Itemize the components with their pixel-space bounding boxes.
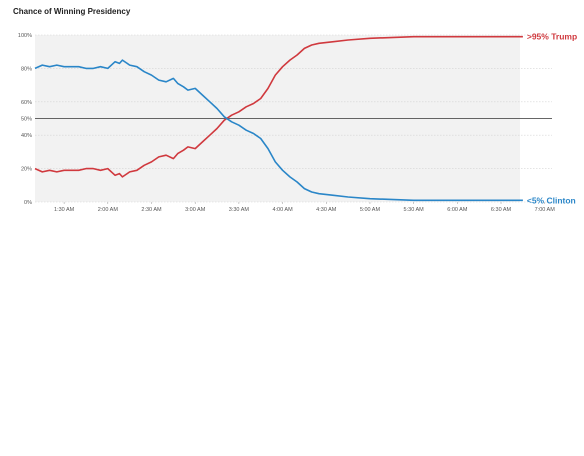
series-layer [34,35,523,202]
x-tick-label: 2:00 AM [98,207,119,213]
y-tick-layer: 100% 80% 60% 50% 40% 20% 0% [18,33,32,206]
y-tick-label: 20% [21,167,32,173]
x-tick-label: 3:30 AM [229,207,250,213]
x-tick-label: 4:30 AM [316,207,337,213]
x-tick-label: 6:00 AM [447,207,468,213]
x-tick-label: 2:30 AM [141,207,162,213]
series-label-layer: >95% Trump <5% Clinton [527,32,577,206]
series-end-label-clinton: <5% Clinton [527,195,576,205]
x-tick-label: 1:30 AM [54,207,75,213]
y-tick-label: 100% [18,33,32,39]
series-end-label-trump: >95% Trump [527,32,577,42]
x-tick-label: 6:30 AM [491,207,512,213]
y-tick-label: 60% [21,100,32,106]
chart-title: Chance of Winning Presidency [13,7,131,16]
x-tick-label: 3:00 AM [185,207,206,213]
x-tick-label: 5:30 AM [404,207,425,213]
y-tick-label: 80% [21,66,32,72]
x-tick-label: 5:00 AM [360,207,381,213]
gridline-layer [35,34,552,203]
series-line-trump [34,35,523,178]
y-tick-label: 40% [21,133,32,139]
x-tick-label: 7:00 AM [535,207,556,213]
y-tick-label: 0% [24,200,32,206]
y-tick-label: 50% [21,117,32,123]
x-tick-label: 4:00 AM [272,207,293,213]
x-tick-layer: 1:30 AM 2:00 AM 2:30 AM 3:00 AM 3:30 AM 4:00 … [54,202,555,213]
series-line-clinton [34,59,523,202]
